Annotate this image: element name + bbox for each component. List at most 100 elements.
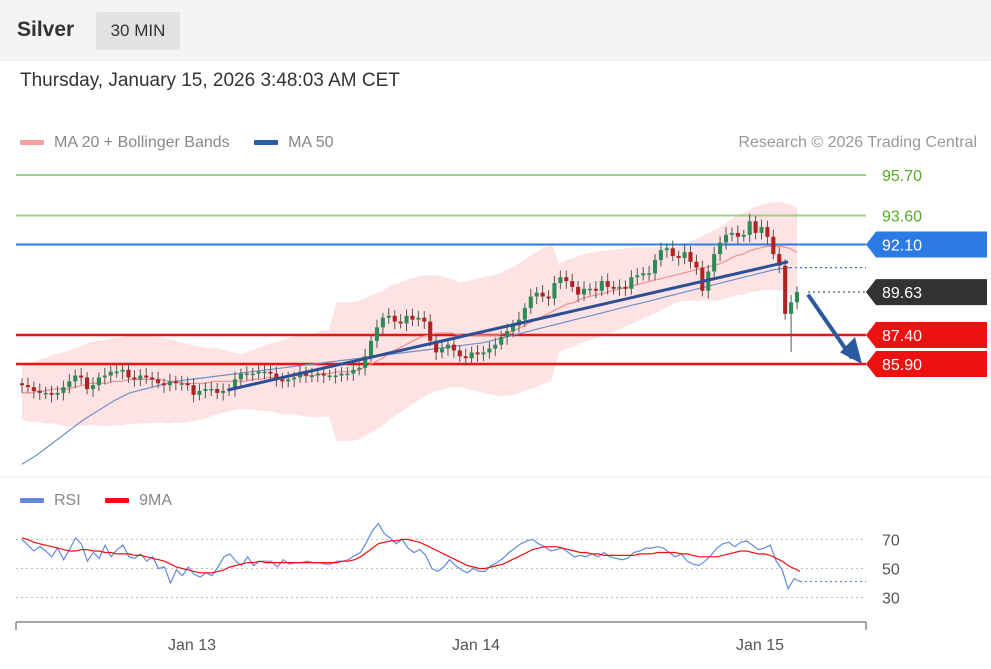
interval-button[interactable]: 30 MIN (96, 12, 180, 50)
ma9-label: 9MA (139, 492, 173, 509)
instrument-title: Silver (17, 18, 75, 41)
candle-body (55, 392, 60, 395)
ma20-swatch (20, 140, 44, 146)
candle-body (682, 252, 687, 258)
candle-body (694, 261, 699, 268)
candle-body (700, 267, 705, 291)
candle-body (741, 234, 746, 237)
ma9-swatch (105, 498, 130, 504)
copyright: Research © 2026 Trading Central (738, 134, 977, 151)
candle-body (120, 369, 125, 372)
x-tick-1: Jan 14 (452, 637, 500, 654)
candle-body (79, 375, 84, 378)
level-label-support: 85.90 (882, 357, 922, 374)
rsi-swatch (20, 498, 44, 504)
candle-body (652, 259, 658, 274)
candle-body (664, 248, 669, 251)
candle-body (37, 390, 42, 393)
candle-body (138, 375, 143, 380)
candle-body (765, 227, 770, 237)
candle-body (256, 371, 261, 374)
candle-body (173, 381, 178, 384)
rsi-label: RSI (54, 492, 81, 509)
candle-body (25, 385, 30, 388)
candle-body (167, 381, 172, 386)
candle-body (126, 369, 131, 378)
candle-body (292, 377, 297, 380)
candle-body (434, 340, 439, 353)
ma20-line (22, 245, 798, 394)
candle-body (469, 352, 474, 359)
candle-body (244, 373, 249, 376)
candle-body (481, 352, 486, 355)
candle-body (374, 327, 380, 341)
candle-body (368, 340, 374, 357)
candle-body (386, 315, 391, 318)
top-bar: Silver 30 MIN (0, 0, 991, 61)
candle-body (658, 250, 663, 260)
candle-body (581, 288, 587, 295)
candle-body (747, 221, 752, 235)
candle-body (90, 385, 96, 390)
candle-body (688, 252, 693, 262)
candle-body (729, 232, 734, 235)
candle-body (789, 302, 794, 314)
candle-body (315, 373, 320, 376)
candle-body (333, 375, 338, 378)
candle-body (439, 348, 445, 353)
forecast-arrow (806, 293, 854, 360)
candle-body (232, 379, 238, 390)
level-label-support: 87.40 (882, 328, 922, 345)
candle-body (185, 383, 190, 386)
candle-body (321, 373, 326, 376)
level-tag-support (866, 322, 987, 349)
candle-body (463, 356, 468, 359)
legend-9ma: 9MA (105, 492, 172, 510)
candle-body (339, 373, 344, 376)
candle-body (73, 375, 78, 382)
candle-body (712, 254, 717, 272)
candle-body (43, 392, 48, 395)
candle-body (404, 315, 409, 324)
candle-body (540, 292, 545, 297)
candle-body (262, 371, 267, 374)
candle-body (351, 369, 356, 374)
ma50-line (21, 267, 791, 465)
candle-body (564, 277, 569, 282)
legend-ma50: MA 50 (254, 134, 333, 152)
candle-body (457, 350, 462, 357)
candle-body (510, 325, 516, 332)
candle-body (422, 317, 427, 322)
candle-body (641, 273, 646, 276)
candle-body (771, 236, 776, 255)
candle-body (197, 390, 202, 395)
candle-body (475, 352, 480, 355)
level-tag-pivot (866, 231, 987, 258)
candle-body (617, 286, 622, 289)
candle-body (380, 317, 385, 328)
candle-body (499, 336, 504, 345)
candle-body (505, 331, 510, 337)
candle-body (19, 383, 25, 386)
candle-body (203, 389, 208, 391)
candle-body (156, 379, 161, 384)
candle-body (428, 321, 433, 341)
candle-body (670, 248, 675, 257)
candle-body (629, 277, 634, 289)
candle-body (623, 286, 628, 289)
candle-body (605, 281, 610, 287)
rsi-line (21, 522, 801, 591)
candle-body (102, 375, 107, 378)
candle-body (445, 344, 451, 349)
trendline (227, 260, 789, 392)
level-label-last: 89.63 (882, 285, 922, 302)
legend-ma20: MA 20 + Bollinger Bands (20, 134, 230, 152)
legend-rsi: RSI (20, 492, 81, 510)
candle-body (599, 281, 604, 291)
candle-body (546, 296, 551, 299)
candle-body (238, 373, 243, 380)
candle-body (161, 383, 167, 386)
candle-body (179, 383, 184, 385)
candle-body (96, 377, 101, 386)
